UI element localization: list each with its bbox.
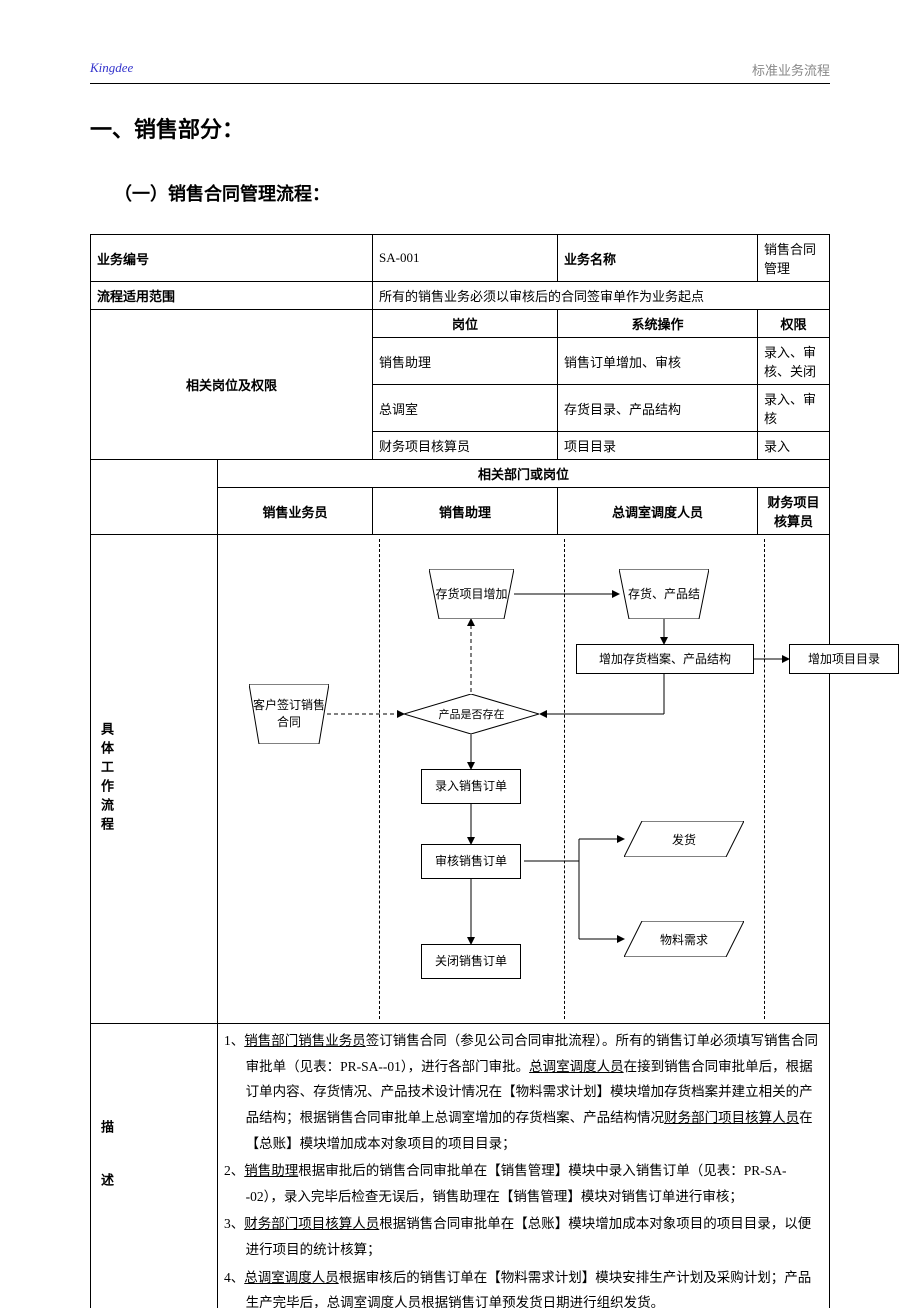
row-depthdr: 相关部门或岗位 [91,460,830,488]
spacer-left [91,460,218,488]
node-inv-prod: 存货、产品结 [619,569,709,619]
node-add-inv-prod-label: 增加存货档案、产品结构 [599,651,731,668]
lane0: 销售业务员 [218,488,373,535]
lane-divider-3 [764,539,765,1019]
desc-label-text: 描述 [97,1120,116,1226]
node-enter-order: 录入销售订单 [421,769,521,804]
node-audit-order-label: 审核销售订单 [435,853,507,870]
desc-list: 1、销售部门销售业务员签订销售合同（参见公司合同审批流程）。所有的销售订单必须填… [224,1028,823,1308]
node-ship-label: 发货 [672,831,696,848]
row-flowchart: 具体工作流程 [91,535,830,1024]
node-ship: 发货 [624,821,744,857]
lane2: 总调室调度人员 [558,488,758,535]
col-perm: 权限 [758,310,830,338]
label-bizid: 业务编号 [91,235,373,282]
role2: 财务项目核算员 [373,432,558,460]
val-bizname: 销售合同管理 [758,235,830,282]
node-customer: 客户签订销售合同 [249,684,329,744]
row-bizid: 业务编号 SA-001 业务名称 销售合同管理 [91,235,830,282]
desc-item: 1、销售部门销售业务员签订销售合同（参见公司合同审批流程）。所有的销售订单必须填… [224,1028,823,1156]
node-add-inv-label: 存货项目增加 [435,586,507,603]
node-audit-order: 审核销售订单 [421,844,521,879]
page-header: Kingdee 标准业务流程 [90,60,830,84]
perm0: 录入、审核、关闭 [758,338,830,385]
desc-cell: 1、销售部门销售业务员签订销售合同（参见公司合同审批流程）。所有的销售订单必须填… [218,1024,830,1308]
node-inv-prod-label: 存货、产品结 [628,586,700,603]
sysop2: 项目目录 [558,432,758,460]
sysop1: 存货目录、产品结构 [558,385,758,432]
col-sysop: 系统操作 [558,310,758,338]
node-mrp-label: 物料需求 [660,931,708,948]
label-dept: 相关部门或岗位 [218,460,830,488]
lane-divider-1 [379,539,380,1019]
section-title: 一、销售部分： [90,112,830,144]
document-page: Kingdee 标准业务流程 一、销售部分： （一）销售合同管理流程： 业务编号… [0,0,920,1308]
node-close-order-label: 关闭销售订单 [435,953,507,970]
desc-item: 2、销售助理根据审批后的销售合同审批单在【销售管理】模块中录入销售订单（见表：P… [224,1158,823,1209]
desc-item: 3、财务部门项目核算人员根据销售合同审批单在【总账】模块增加成本对象项目的项目目… [224,1211,823,1262]
val-scope: 所有的销售业务必须以审核后的合同签审单作为业务起点 [373,282,830,310]
val-bizid: SA-001 [373,235,558,282]
row-lanes: 销售业务员 销售助理 总调室调度人员 财务项目核算员 [91,488,830,535]
sysop0: 销售订单增加、审核 [558,338,758,385]
flow-label: 具体工作流程 [97,722,116,836]
row-scope: 流程适用范围 所有的销售业务必须以审核后的合同签审单作为业务起点 [91,282,830,310]
lane-divider-2 [564,539,565,1019]
node-add-inv-prod: 增加存货档案、产品结构 [576,644,754,674]
perm1: 录入、审核 [758,385,830,432]
flowchart: 客户签订销售合同 存货项目增加 产品是否存在 录入销售订单 审核销售订单 关闭销… [224,539,823,1019]
label-bizname: 业务名称 [558,235,758,282]
doc-title: 标准业务流程 [752,60,830,79]
node-add-proj-label: 增加项目目录 [808,651,880,668]
role1: 总调室 [373,385,558,432]
brand-text: Kingdee [90,60,133,79]
lane1: 销售助理 [373,488,558,535]
process-table: 业务编号 SA-001 业务名称 销售合同管理 流程适用范围 所有的销售业务必须… [90,234,830,1308]
spacer-left2 [91,488,218,535]
node-decision-label: 产品是否存在 [439,706,505,722]
node-mrp: 物料需求 [624,921,744,957]
label-scope: 流程适用范围 [91,282,373,310]
node-customer-label: 客户签订销售合同 [249,697,329,731]
row-desc: 描述 1、销售部门销售业务员签订销售合同（参见公司合同审批流程）。所有的销售订单… [91,1024,830,1308]
flow-label-cell: 具体工作流程 [91,535,218,1024]
node-add-inv: 存货项目增加 [429,569,514,619]
role0: 销售助理 [373,338,558,385]
lane3: 财务项目核算员 [758,488,830,535]
flowchart-cell: 客户签订销售合同 存货项目增加 产品是否存在 录入销售订单 审核销售订单 关闭销… [218,535,830,1024]
node-close-order: 关闭销售订单 [421,944,521,979]
label-roles: 相关岗位及权限 [91,310,373,460]
subsection-title: （一）销售合同管理流程： [114,180,830,206]
row-roleheader: 相关岗位及权限 岗位 系统操作 权限 [91,310,830,338]
desc-label: 描述 [91,1024,218,1308]
node-decision: 产品是否存在 [404,694,539,734]
node-enter-order-label: 录入销售订单 [435,778,507,795]
node-add-proj: 增加项目目录 [789,644,899,674]
perm2: 录入 [758,432,830,460]
col-role: 岗位 [373,310,558,338]
